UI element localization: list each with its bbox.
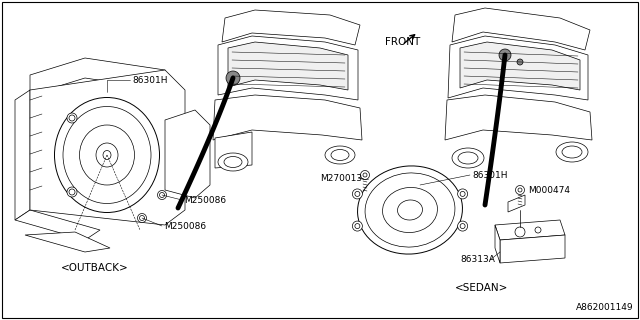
Circle shape [499, 49, 511, 61]
Polygon shape [460, 42, 580, 90]
Ellipse shape [383, 188, 438, 233]
Text: 86301H: 86301H [132, 76, 168, 84]
Text: A862001149: A862001149 [577, 303, 634, 312]
Polygon shape [15, 210, 100, 240]
Circle shape [67, 113, 77, 123]
Circle shape [138, 213, 147, 222]
Polygon shape [215, 132, 252, 168]
Polygon shape [30, 58, 165, 95]
Text: <OUTBACK>: <OUTBACK> [61, 263, 129, 273]
Polygon shape [218, 36, 358, 100]
Ellipse shape [54, 98, 159, 212]
Text: 86301H: 86301H [472, 171, 508, 180]
Circle shape [458, 189, 468, 199]
Polygon shape [228, 42, 348, 90]
Polygon shape [15, 90, 30, 220]
Ellipse shape [325, 146, 355, 164]
Circle shape [353, 221, 362, 231]
Text: M270013: M270013 [320, 173, 362, 182]
Text: M000474: M000474 [528, 186, 570, 195]
Ellipse shape [452, 148, 484, 168]
Text: <SEDAN>: <SEDAN> [455, 283, 508, 293]
Ellipse shape [103, 150, 111, 159]
Circle shape [535, 227, 541, 233]
Ellipse shape [96, 143, 118, 167]
Circle shape [226, 71, 240, 85]
Ellipse shape [224, 156, 242, 167]
Polygon shape [213, 95, 362, 140]
Circle shape [460, 191, 465, 196]
Circle shape [69, 115, 75, 121]
Ellipse shape [79, 125, 134, 185]
Circle shape [515, 227, 525, 237]
Polygon shape [508, 195, 525, 212]
Polygon shape [500, 235, 565, 263]
Ellipse shape [562, 146, 582, 158]
Circle shape [363, 173, 367, 177]
Circle shape [355, 224, 360, 228]
Circle shape [360, 171, 369, 180]
Text: 86313A: 86313A [460, 255, 495, 265]
Circle shape [159, 193, 164, 197]
Polygon shape [25, 232, 110, 252]
Circle shape [69, 189, 75, 195]
Circle shape [355, 191, 360, 196]
Polygon shape [495, 225, 500, 263]
Circle shape [67, 187, 77, 197]
Ellipse shape [458, 152, 478, 164]
Circle shape [458, 221, 468, 231]
Circle shape [157, 190, 166, 199]
Polygon shape [495, 220, 565, 240]
Text: FRONT: FRONT [385, 37, 420, 47]
Circle shape [353, 189, 362, 199]
Circle shape [140, 215, 145, 220]
Ellipse shape [218, 153, 248, 171]
Ellipse shape [397, 200, 422, 220]
Circle shape [515, 186, 525, 195]
Polygon shape [30, 70, 185, 225]
Ellipse shape [358, 166, 463, 254]
Circle shape [517, 59, 523, 65]
Ellipse shape [365, 173, 455, 247]
Polygon shape [448, 36, 588, 100]
Ellipse shape [331, 149, 349, 161]
Circle shape [518, 188, 522, 192]
Polygon shape [452, 8, 590, 50]
Text: M250086: M250086 [184, 196, 226, 204]
Polygon shape [165, 110, 210, 198]
Circle shape [460, 224, 465, 228]
Ellipse shape [63, 107, 151, 204]
Text: M250086: M250086 [164, 221, 206, 230]
Ellipse shape [556, 142, 588, 162]
Polygon shape [222, 10, 360, 45]
Polygon shape [445, 95, 592, 140]
